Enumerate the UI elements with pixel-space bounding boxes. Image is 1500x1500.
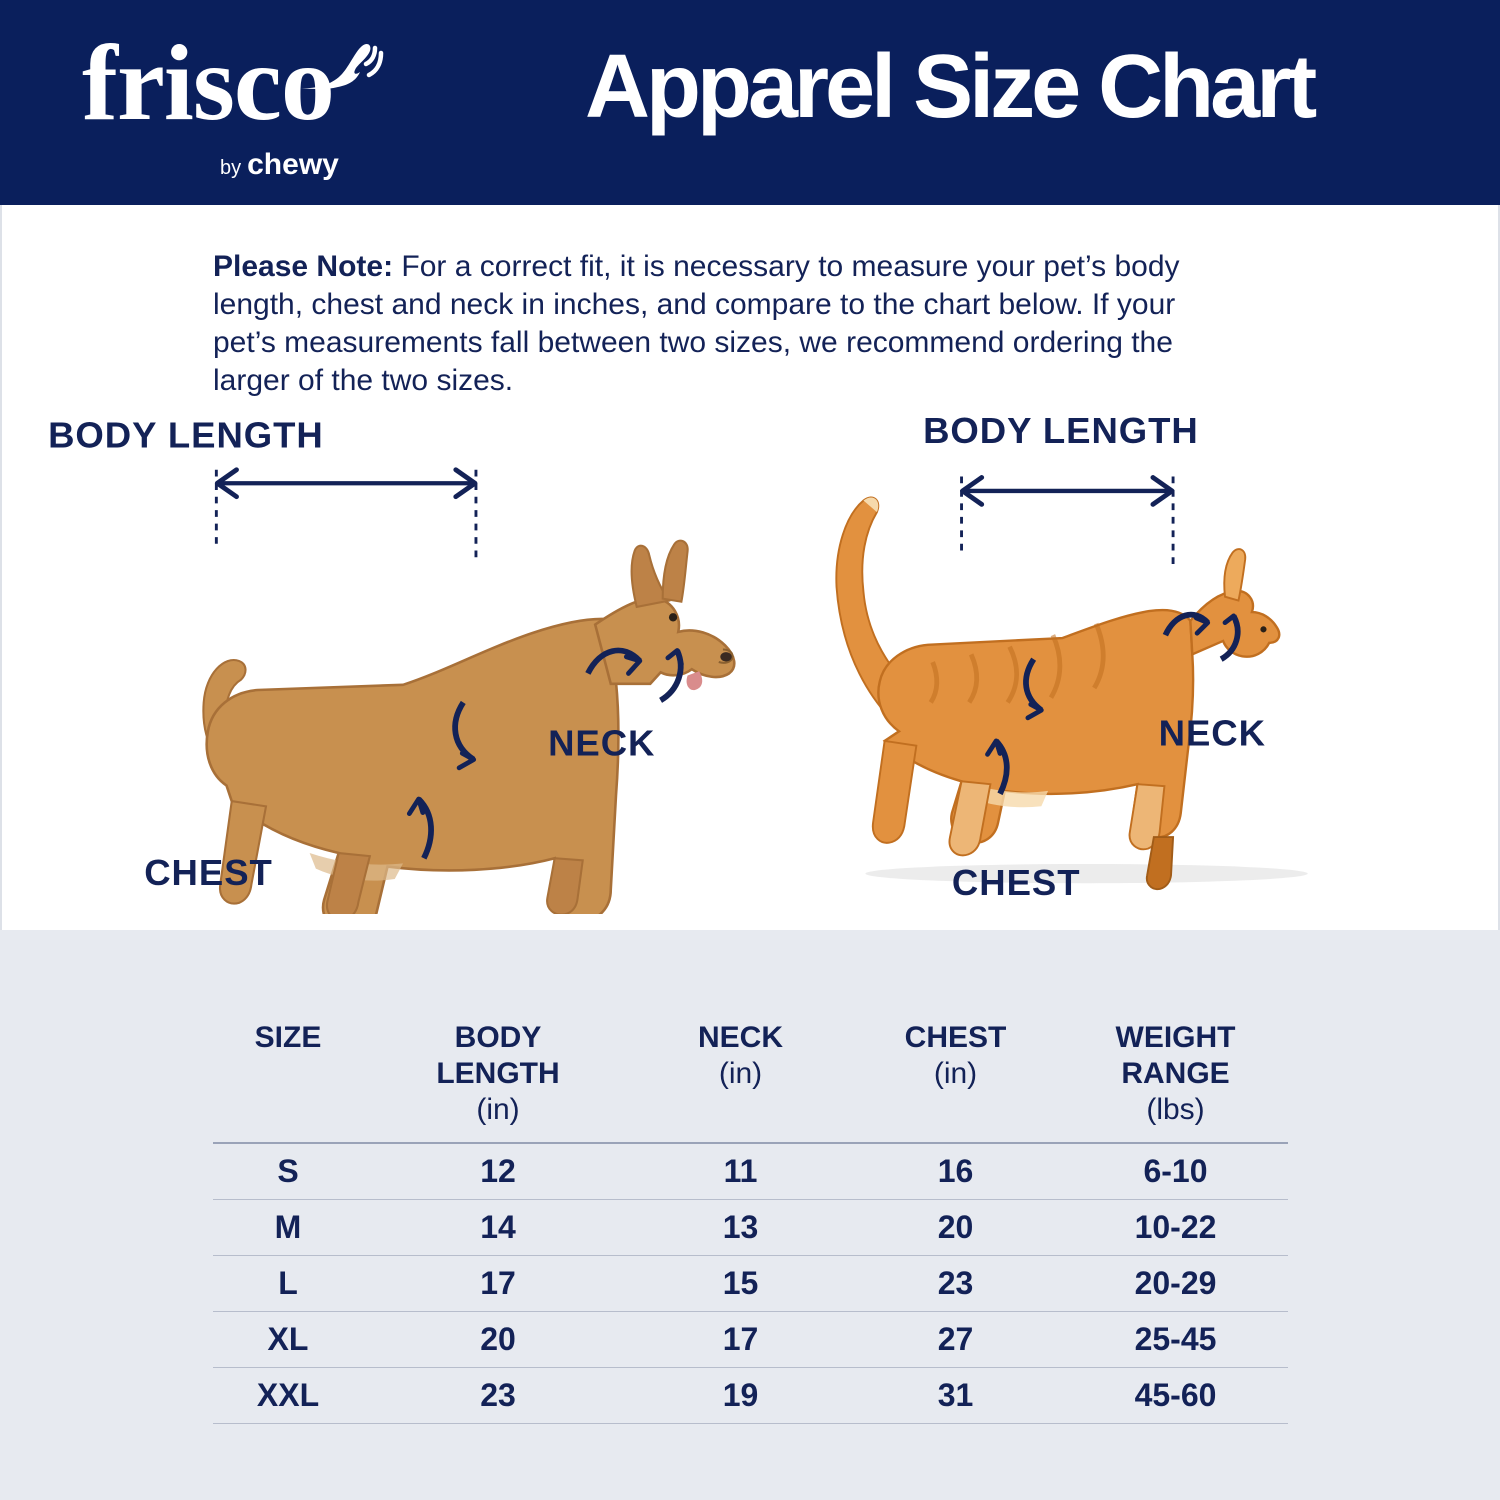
- svg-text:NECK: NECK: [548, 722, 655, 763]
- svg-text:CHEST: CHEST: [952, 862, 1081, 903]
- svg-text:BODY LENGTH: BODY LENGTH: [48, 415, 324, 456]
- svg-text:BODY LENGTH: BODY LENGTH: [923, 414, 1199, 451]
- svg-text:NECK: NECK: [1159, 713, 1266, 754]
- svg-text:CHEST: CHEST: [144, 852, 273, 893]
